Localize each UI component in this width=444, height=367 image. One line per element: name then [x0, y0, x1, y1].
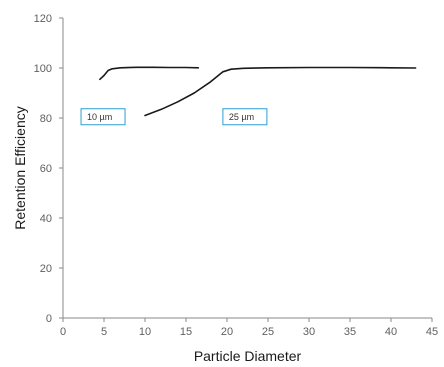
x-tick-label: 15 [180, 326, 192, 338]
y-tick-label: 40 [40, 213, 52, 225]
y-tick-label: 100 [34, 63, 52, 75]
series-lines [99, 66, 417, 117]
annotations: 10 µm 25 µm [80, 108, 268, 126]
x-tick-label: 5 [101, 326, 107, 338]
x-tick-label: 40 [385, 326, 397, 338]
series-line-1 [99, 66, 200, 81]
series-line-2 [144, 66, 417, 117]
x-tick-label: 10 [139, 326, 151, 338]
y-tick-label: 80 [40, 113, 52, 125]
annotation-label: 25 µm [229, 112, 254, 122]
x-tick-label: 20 [221, 326, 233, 338]
y-tick-label: 120 [34, 13, 52, 25]
x-tick-label: 0 [60, 326, 66, 338]
y-tick-label: 60 [40, 163, 52, 175]
annotation-box [80, 108, 126, 126]
x-tick-label: 45 [426, 326, 438, 338]
y-tick-label: 0 [46, 313, 52, 325]
tick-marks: 0 5 10 15 20 25 30 35 40 45 0 20 40 60 80 100 120 [34, 13, 438, 338]
y-tick-label: 20 [40, 263, 52, 275]
annotation-box [222, 108, 268, 126]
axes [62, 18, 432, 319]
x-axis-title: Particle Diameter [194, 348, 302, 364]
x-tick-label: 35 [344, 326, 356, 338]
x-tick-label: 25 [262, 326, 274, 338]
x-tick-label: 30 [303, 326, 315, 338]
annotation-label: 10 µm [87, 112, 112, 122]
y-axis-title: Retention Efficiency [12, 106, 28, 229]
